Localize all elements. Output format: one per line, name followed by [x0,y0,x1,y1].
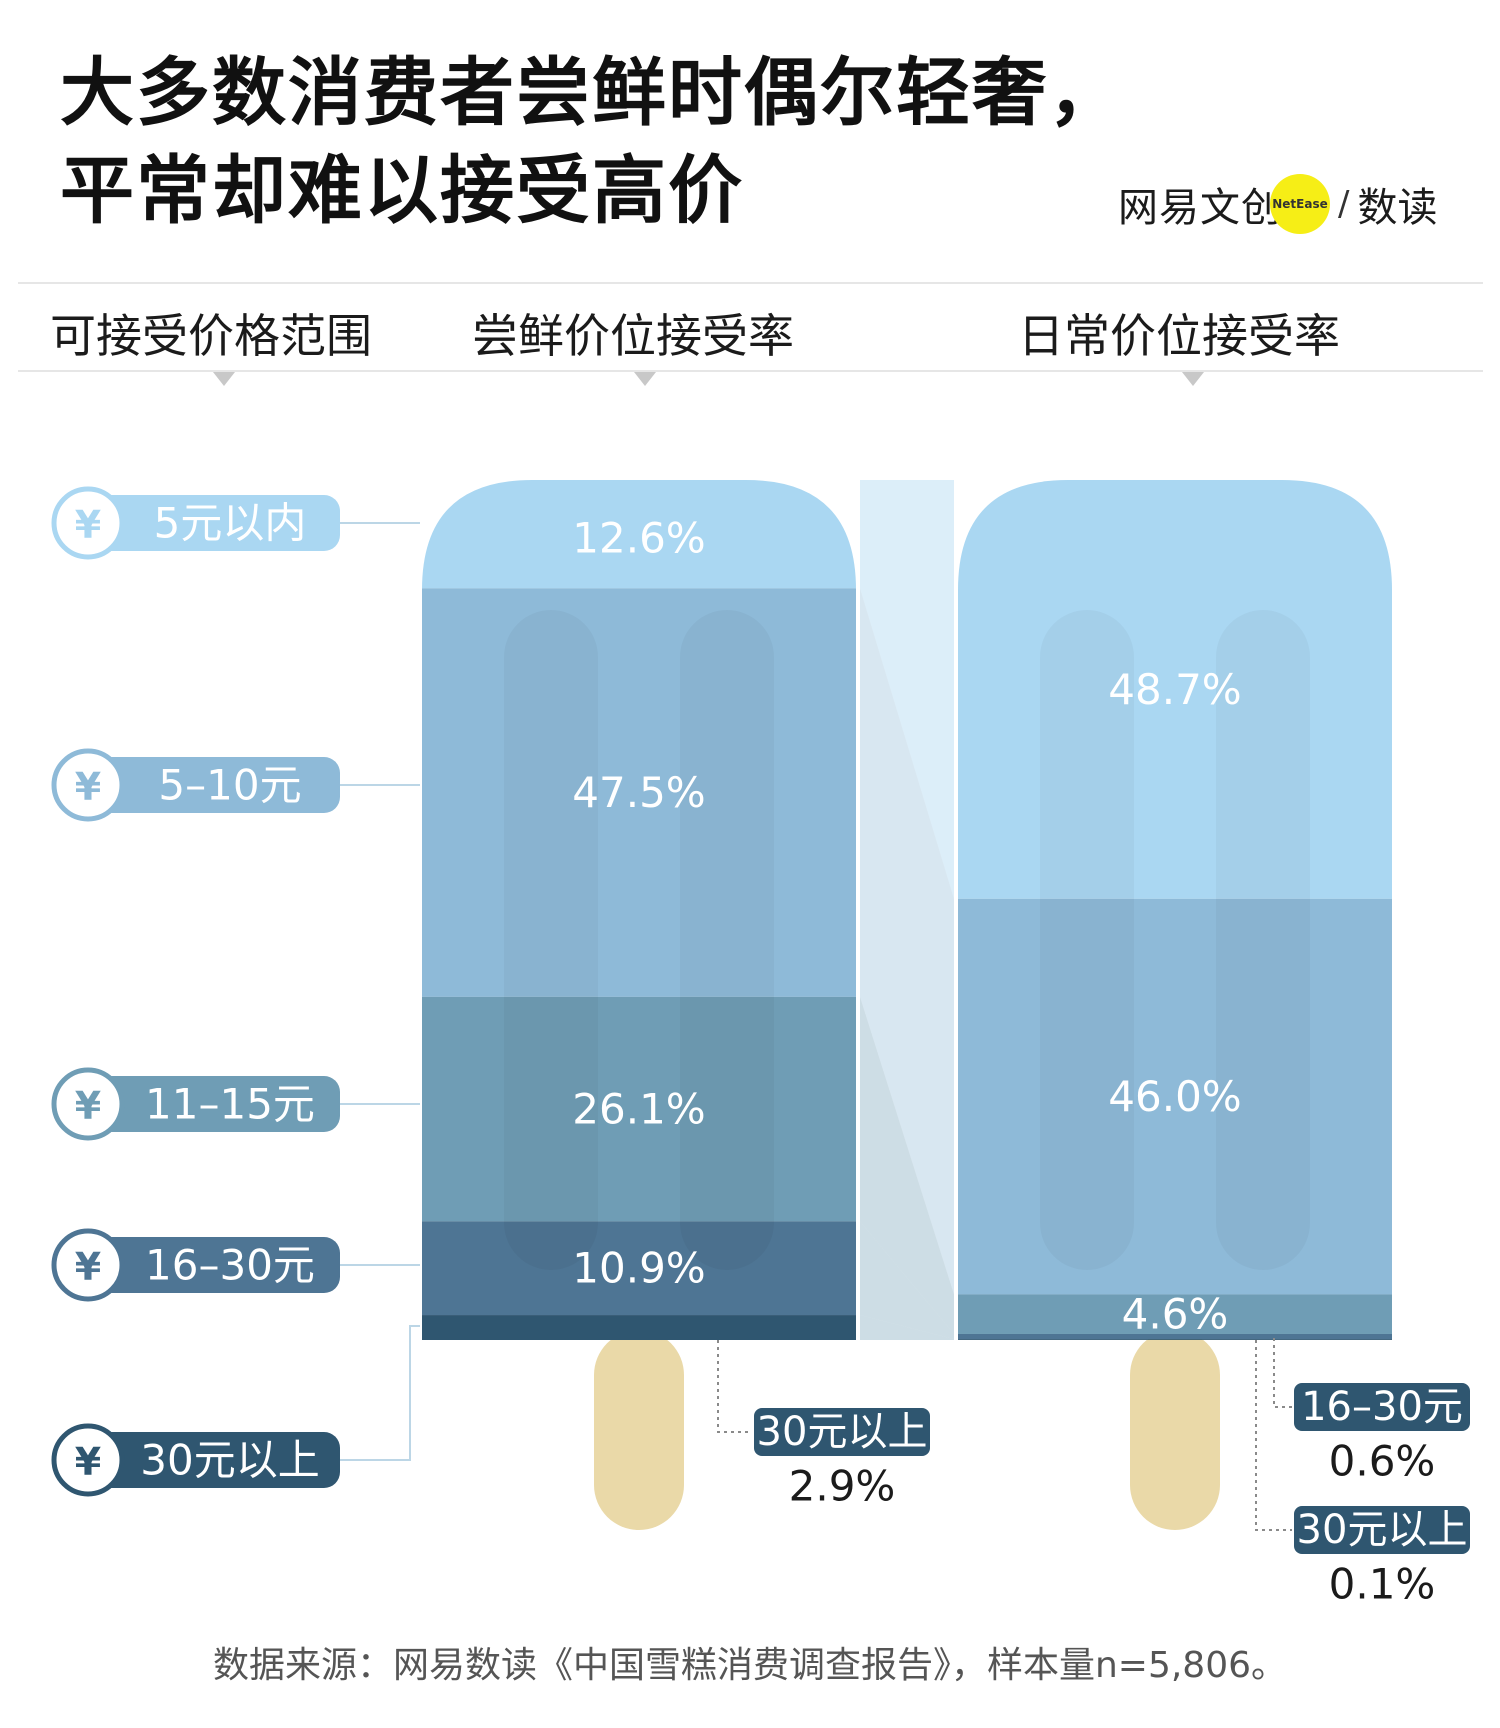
category-pill-16-30 [58,1237,340,1293]
category-label-11-15: 11–15元 [145,1080,315,1129]
bar-1-label-16-30: 10.9% [572,1244,705,1293]
bar-1-label-5-10: 47.5% [572,768,705,817]
brand-logo: 网易文创 NetEase / 数读 [1118,172,1437,236]
yen-icon-16-30: ¥ [75,1245,101,1289]
caret-daily [1182,372,1204,386]
bar-2-segment-16-30 [958,1333,1392,1340]
yen-icon-5-10: ¥ [75,765,101,809]
callout-category-daily-16-30: 16–30元 [1301,1384,1463,1430]
bar-2-label-5-10: 46.0% [1108,1072,1241,1121]
yen-icon-gt30: ¥ [75,1440,101,1484]
logo-text-right: 数读 [1357,185,1438,231]
bar-1-groove-2 [680,610,774,1270]
bar-1-segment-5-10 [422,588,856,997]
column-header-daily: 日常价位接受率 [1018,309,1340,363]
bar-2-segment-5-10 [958,898,1392,1295]
connector-gt30 [860,1315,954,1340]
yen-icon-lt5: ¥ [75,503,101,547]
header-divider-bottom [18,370,1483,372]
category-pill-11-15 [58,1076,340,1132]
callout-value-daily-gt30: 0.1% [1329,1560,1436,1609]
category-label-16-30: 16–30元 [145,1241,315,1290]
category-pill-5-10 [58,757,340,813]
caret-trial [634,372,656,386]
callout-category-trial-gt30: 30元以上 [757,1409,928,1455]
bar-1-label-lt5: 12.6% [572,514,705,563]
category-pill-gt30 [58,1432,340,1488]
bar-2-label-lt5: 48.7% [1108,665,1241,714]
bar-1-segment-11-15 [422,996,856,1222]
callout-line-daily-gt30 [1255,1340,1292,1531]
data-source-note: 数据来源：网易数读《中国雪糕消费调查报告》，样本量n=5,806。 [212,1645,1288,1686]
yen-icon-ring-11-15 [51,1067,125,1141]
callout-value-trial-gt30: 2.9% [789,1462,896,1511]
popsicle-stick-2 [1130,1330,1220,1530]
callout-line-daily-16-30 [1273,1338,1292,1408]
bar-1-segment-16-30 [422,1221,856,1316]
logo-slash: / [1338,184,1350,224]
category-label-lt5: 5元以内 [154,499,307,548]
chart-title-line-1: 大多数消费者尝鲜时偶尔轻奢， [60,50,1124,136]
category-pill-lt5 [58,495,340,551]
category-label-5-10: 5–10元 [158,761,301,810]
bar-2-segment-lt5 [958,480,1392,899]
chart-title-line-2: 平常却难以接受高价 [60,148,744,234]
yen-icon-ring-gt30 [51,1423,125,1497]
bar-1-segment-lt5 [422,480,856,589]
callout-pill-daily-16-30 [1294,1383,1470,1431]
category-label-gt30: 30元以上 [140,1436,319,1485]
bar-1-groove-1 [504,610,598,1270]
leader-line-gt30 [340,1325,420,1461]
popsicle-stick-1 [594,1330,684,1530]
bar-1-segment-gt30 [422,1315,856,1340]
logo-text-left: 网易文创 [1118,185,1282,231]
callout-category-daily-gt30: 30元以上 [1297,1507,1468,1553]
callout-pill-daily-gt30 [1294,1506,1470,1554]
connector-5-10 [860,588,954,1295]
caret-range [213,372,235,386]
column-header-range: 可接受价格范围 [50,309,372,363]
column-header-trial: 尝鲜价位接受率 [472,309,794,363]
callout-line-trial-gt30 [717,1340,752,1433]
bar-group-2 [958,480,1392,1340]
connector-lt5 [860,480,954,899]
yen-icon-11-15: ¥ [75,1084,101,1128]
header-divider-top [18,282,1483,284]
connector-16-30 [860,1221,954,1340]
yen-icon-ring-16-30 [51,1228,125,1302]
bar-2-segment-11-15 [958,1294,1392,1334]
yen-icon-ring-lt5 [51,486,125,560]
bar-1-label-11-15: 26.1% [572,1085,705,1134]
yen-icon-ring-5-10 [51,748,125,822]
callout-value-daily-16-30: 0.6% [1329,1437,1436,1486]
bar-2-label-11-15: 4.6% [1122,1290,1229,1339]
connector-11-15 [860,996,954,1334]
logo-badge: NetEase [1270,174,1330,234]
bar-group-1 [422,480,856,1340]
callout-pill-trial-gt30 [754,1408,930,1456]
bar-2-segment-gt30 [958,1339,1392,1340]
